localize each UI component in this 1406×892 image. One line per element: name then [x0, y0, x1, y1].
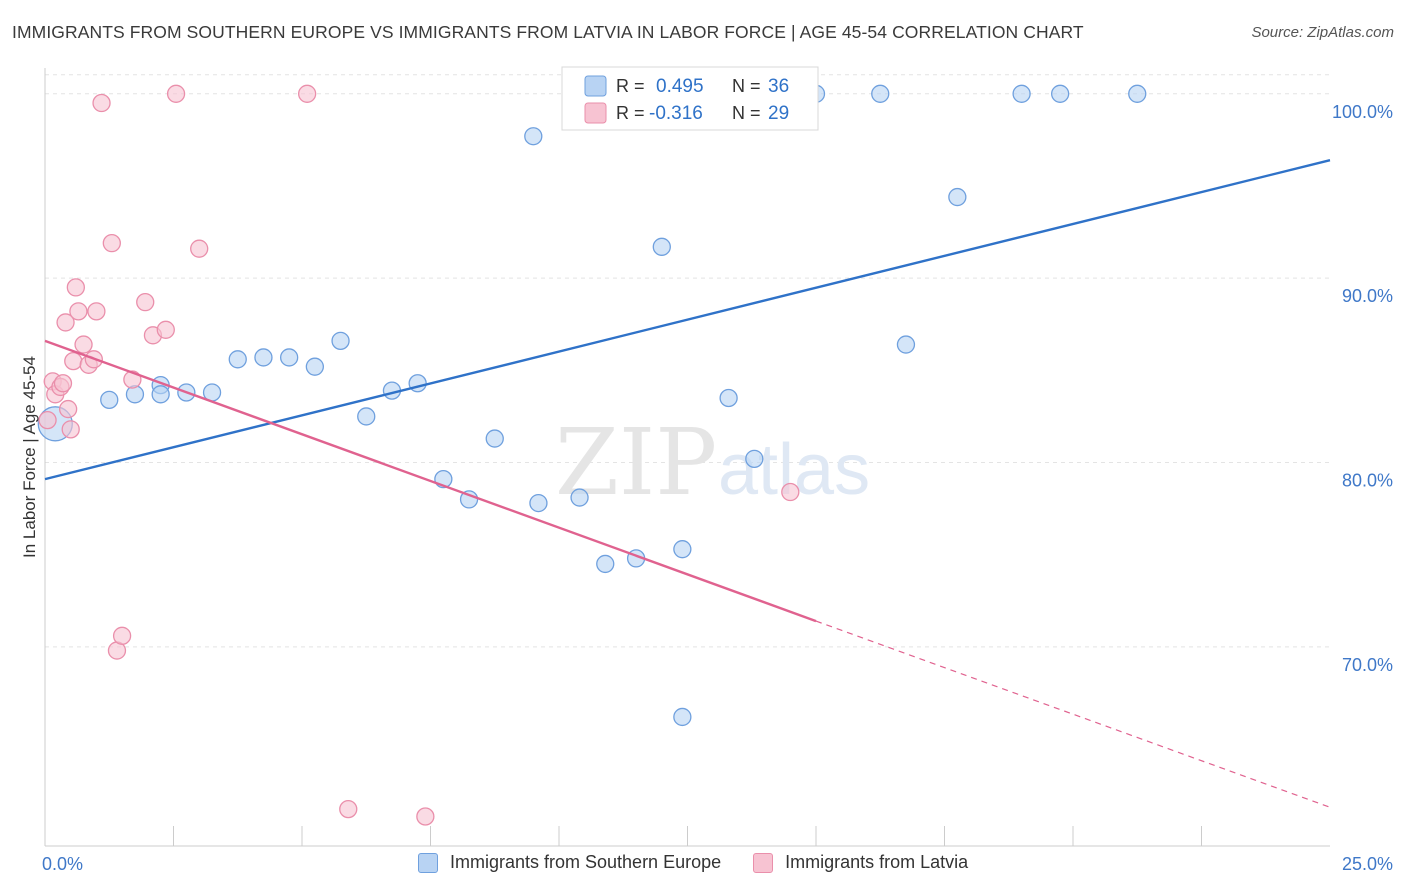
point-southern-europe: [1012, 84, 1031, 103]
point-latvia: [74, 335, 93, 354]
stats-n-label-pink: N =: [732, 103, 761, 123]
point-southern-europe: [459, 490, 479, 509]
y-tick-label: 70.0%: [1342, 655, 1393, 675]
legend-swatch-latvia: [753, 852, 774, 873]
stats-r-label-pink: R =: [616, 103, 645, 123]
y-axis-label: In Labor Force | Age 45-54: [20, 356, 39, 558]
stats-n-value-pink: 29: [768, 103, 789, 124]
stats-n-label-blue: N =: [732, 76, 761, 96]
legend-label-southern-europe: Immigrants from Southern Europe: [450, 852, 722, 872]
point-latvia: [190, 239, 209, 258]
point-southern-europe: [673, 540, 692, 559]
point-latvia: [69, 302, 88, 321]
point-southern-europe: [1051, 84, 1070, 103]
point-latvia: [64, 351, 83, 371]
point-southern-europe: [745, 449, 764, 468]
trend-line-southern-europe: [44, 159, 1331, 481]
point-latvia: [53, 374, 73, 393]
point-southern-europe: [1128, 84, 1147, 103]
stats-n-value-blue: 36: [768, 76, 789, 97]
point-southern-europe: [896, 335, 916, 354]
stats-r-value-blue: 0.495: [656, 76, 704, 97]
y-tick-label: 80.0%: [1342, 471, 1393, 491]
legend-label-latvia: Immigrants from Latvia: [785, 852, 969, 872]
stats-r-label-blue: R =: [616, 76, 645, 96]
legend-swatch-southern-europe: [418, 852, 438, 873]
point-latvia: [61, 420, 80, 439]
trend-lines: [44, 159, 1331, 808]
y-tick-label: 90.0%: [1342, 286, 1393, 306]
legend-item-southern-europe: Immigrants from Southern Europe: [418, 852, 721, 873]
stats-legend-swatch-blue: [584, 75, 607, 97]
point-latvia: [156, 320, 175, 339]
point-latvia: [58, 399, 78, 419]
point-southern-europe: [529, 493, 548, 513]
point-southern-europe: [279, 348, 299, 367]
watermark: ZIP atlas: [555, 409, 870, 516]
point-southern-europe: [100, 390, 119, 409]
stats-legend: R = 0.495 N = 36 R = -0.316 N = 29: [561, 66, 819, 131]
point-latvia: [781, 482, 800, 502]
trend-line-latvia: [44, 339, 817, 623]
point-southern-europe: [719, 388, 738, 408]
point-latvia: [102, 233, 121, 253]
point-latvia: [56, 313, 75, 332]
point-southern-europe: [596, 554, 615, 574]
tick-labels: 70.0% 80.0% 90.0% 100.0% 0.0% 25.0%: [42, 102, 1393, 874]
point-latvia: [136, 292, 155, 312]
point-latvia: [92, 93, 111, 113]
stats-r-value-pink: -0.316: [649, 103, 703, 124]
point-southern-europe: [125, 385, 145, 404]
point-southern-europe: [305, 357, 325, 376]
point-southern-europe: [331, 331, 350, 351]
point-latvia: [166, 84, 186, 103]
stats-legend-swatch-pink: [584, 102, 607, 124]
point-latvia: [112, 626, 132, 645]
trend-line-latvia-extension: [815, 620, 1331, 808]
x-tick-label-max: 25.0%: [1342, 854, 1393, 874]
point-latvia: [87, 302, 106, 321]
point-southern-europe: [673, 707, 692, 727]
point-southern-europe: [524, 127, 543, 146]
point-latvia: [339, 799, 358, 819]
y-tick-label: 100.0%: [1332, 102, 1393, 122]
point-southern-europe: [652, 237, 671, 256]
point-latvia: [38, 410, 57, 430]
legend-item-latvia: Immigrants from Latvia: [753, 852, 968, 873]
point-southern-europe: [485, 429, 504, 448]
point-southern-europe: [357, 407, 376, 426]
axes: [44, 68, 1330, 847]
point-southern-europe: [254, 348, 273, 367]
point-southern-europe: [871, 84, 890, 103]
point-latvia: [297, 84, 317, 103]
point-southern-europe: [948, 187, 967, 207]
point-southern-europe: [151, 385, 170, 404]
point-latvia: [66, 278, 85, 297]
x-tick-label-min: 0.0%: [42, 854, 83, 874]
series-legend: Immigrants from Southern Europe Immigran…: [418, 852, 1000, 873]
chart-title: IMMIGRANTS FROM SOUTHERN EUROPE VS IMMIG…: [12, 22, 1084, 42]
source-label: Source: ZipAtlas.com: [1251, 24, 1394, 41]
point-southern-europe: [570, 488, 589, 507]
point-southern-europe: [228, 350, 247, 369]
data-points: [37, 84, 1147, 826]
point-latvia: [416, 807, 435, 826]
